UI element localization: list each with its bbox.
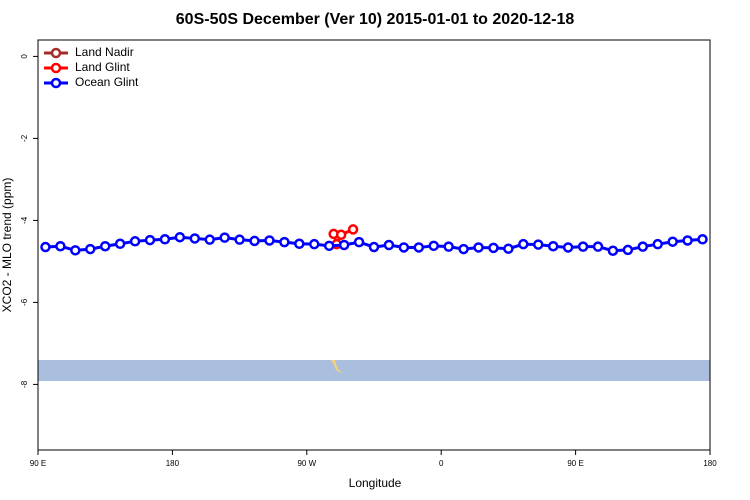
data-point bbox=[592, 241, 604, 252]
y-tick-label: -4 bbox=[20, 216, 29, 224]
data-point bbox=[129, 236, 141, 247]
data-point bbox=[413, 242, 425, 253]
data-point bbox=[159, 234, 171, 245]
x-tick-label: 180 bbox=[703, 459, 717, 468]
data-point bbox=[547, 240, 559, 252]
land-patch bbox=[331, 360, 342, 373]
data-point bbox=[249, 235, 260, 247]
data-point bbox=[309, 238, 320, 250]
data-point bbox=[428, 240, 439, 252]
data-point bbox=[335, 229, 347, 240]
data-point bbox=[234, 234, 245, 245]
data-point bbox=[473, 242, 484, 253]
legend-label: Ocean Glint bbox=[75, 75, 139, 89]
y-tick-label: -8 bbox=[20, 380, 29, 388]
y-axis-label: XCO2 - MLO trend (ppm) bbox=[0, 178, 14, 313]
data-point bbox=[577, 241, 589, 252]
x-tick-label: 180 bbox=[166, 459, 180, 468]
data-point bbox=[652, 238, 663, 250]
data-point bbox=[189, 233, 201, 244]
data-point bbox=[503, 243, 514, 254]
data-point bbox=[533, 239, 544, 250]
data-point bbox=[204, 234, 215, 245]
data-point bbox=[144, 234, 156, 246]
data-point bbox=[443, 241, 454, 252]
data-point bbox=[488, 242, 499, 254]
legend-marker bbox=[50, 77, 62, 89]
legend-label: Land Glint bbox=[75, 60, 130, 74]
legend-label: Land Nadir bbox=[75, 45, 134, 59]
data-point bbox=[338, 239, 350, 251]
data-point bbox=[637, 241, 649, 252]
plot-frame bbox=[37, 39, 711, 451]
x-axis-label: Longitude bbox=[349, 476, 402, 490]
x-tick-label: 90 W bbox=[297, 459, 316, 468]
data-point bbox=[55, 240, 66, 252]
data-point bbox=[353, 236, 365, 248]
data-point bbox=[607, 245, 619, 256]
x-tick-label: 90 E bbox=[30, 459, 46, 468]
data-point bbox=[347, 224, 359, 235]
y-tick-label: -6 bbox=[20, 298, 29, 306]
data-point bbox=[323, 240, 335, 252]
data-point bbox=[174, 231, 186, 243]
data-point bbox=[682, 235, 693, 246]
data-point bbox=[518, 238, 529, 250]
data-point bbox=[219, 232, 230, 243]
data-point bbox=[368, 241, 380, 253]
data-point bbox=[622, 244, 634, 256]
data-point bbox=[383, 239, 395, 251]
data-point bbox=[294, 238, 305, 250]
data-point bbox=[264, 235, 275, 246]
data-point bbox=[667, 236, 678, 247]
x-tick-label: 90 E bbox=[567, 459, 583, 468]
data-point bbox=[279, 236, 290, 248]
y-tick-label: 0 bbox=[20, 54, 29, 59]
data-point bbox=[40, 241, 51, 253]
data-point bbox=[99, 240, 111, 252]
data-point bbox=[70, 245, 81, 256]
legend-marker bbox=[50, 62, 62, 74]
legend-marker bbox=[50, 47, 62, 59]
data-point bbox=[85, 243, 96, 255]
data-point bbox=[697, 234, 708, 245]
y-tick-label: -2 bbox=[20, 134, 29, 142]
map-strip bbox=[38, 360, 710, 381]
data-point bbox=[398, 242, 410, 253]
chart-title: 60S-50S December (Ver 10) 2015-01-01 to … bbox=[176, 11, 575, 28]
data-point bbox=[458, 243, 469, 255]
x-tick-label: 0 bbox=[439, 459, 444, 468]
data-point bbox=[114, 238, 126, 250]
data-point bbox=[562, 242, 574, 253]
